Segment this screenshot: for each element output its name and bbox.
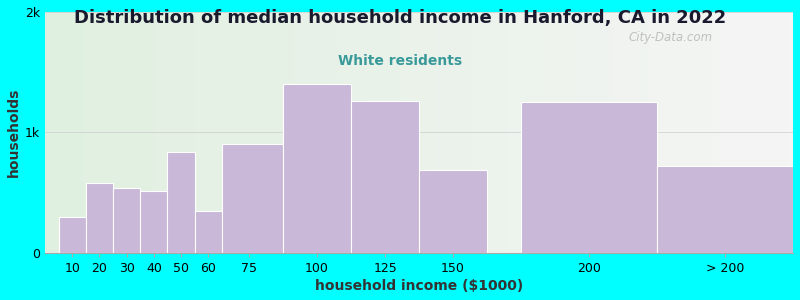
Text: White residents: White residents [338,54,462,68]
Bar [283,84,351,253]
Bar [140,191,167,253]
Bar [113,188,140,253]
Bar [167,152,194,253]
Bar [58,217,86,253]
X-axis label: household income ($1000): household income ($1000) [315,279,523,293]
Y-axis label: households: households [7,88,21,177]
Bar [521,102,657,253]
Bar [351,101,419,253]
Bar [194,211,222,253]
Bar [222,144,283,253]
Bar [657,166,793,253]
Bar [419,170,487,253]
Text: City-Data.com: City-Data.com [629,31,713,44]
Bar [86,183,113,253]
Text: Distribution of median household income in Hanford, CA in 2022: Distribution of median household income … [74,9,726,27]
